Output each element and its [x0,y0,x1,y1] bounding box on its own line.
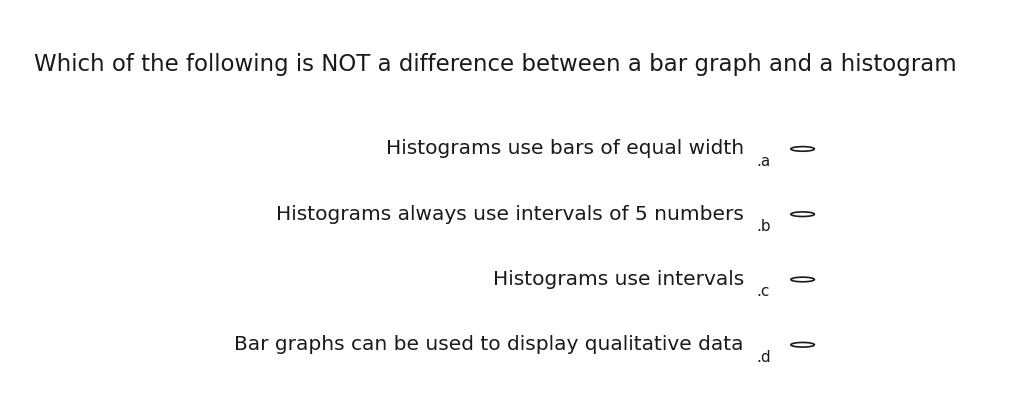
Text: Which of the following is NOT a difference between a bar graph and a histogram: Which of the following is NOT a differen… [33,53,956,76]
Text: Bar graphs can be used to display qualitative data: Bar graphs can be used to display qualit… [235,335,744,354]
Text: .d: .d [756,350,771,364]
Text: .a: .a [756,154,770,169]
Text: Histograms use intervals: Histograms use intervals [492,270,744,289]
Text: Histograms always use intervals of 5 numbers: Histograms always use intervals of 5 num… [276,205,744,224]
Text: .c: .c [756,284,769,299]
Text: Histograms use bars of equal width: Histograms use bars of equal width [385,140,744,158]
Text: .b: .b [756,219,771,234]
